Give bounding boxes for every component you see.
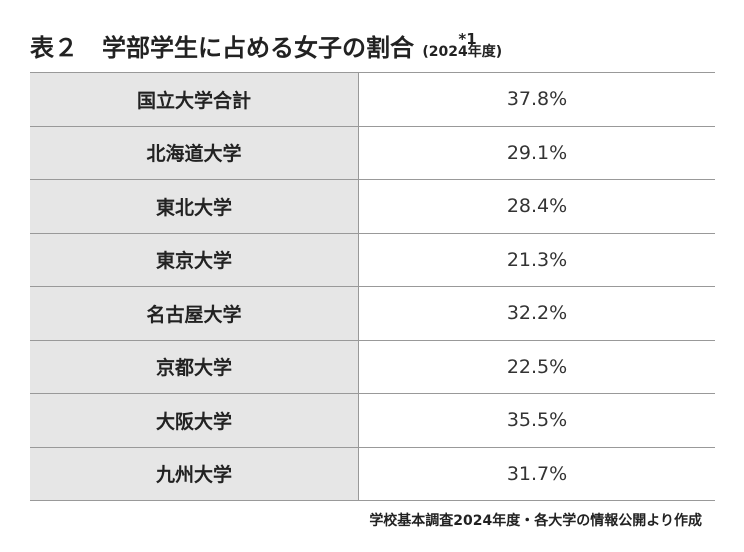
university-cell: 大阪大学 (30, 393, 359, 448)
table-row: 国立大学合計 37.8% (30, 72, 715, 127)
table-row: 東京大学 21.3% (30, 232, 715, 287)
title-block: 表２ 学部学生に占める女子の割合 (2024年度) *1 (30, 28, 502, 63)
ratio-cell: 37.8% (358, 72, 715, 127)
university-cell: 京都大学 (30, 339, 359, 394)
ratio-cell: 32.2% (358, 286, 715, 341)
table-row: 京都大学 22.5% (30, 339, 715, 394)
table-row: 東北大学 28.4% (30, 179, 715, 234)
table-row: 名古屋大学 32.2% (30, 286, 715, 341)
ratio-cell: 28.4% (358, 179, 715, 234)
table-row: 九州大学 31.7% (30, 446, 715, 501)
university-cell: 九州大学 (30, 446, 359, 501)
ratio-cell: 35.5% (358, 393, 715, 448)
university-cell: 国立大学合計 (30, 72, 359, 127)
table-row: 大阪大学 35.5% (30, 393, 715, 448)
university-cell: 北海道大学 (30, 125, 359, 180)
university-cell: 名古屋大学 (30, 286, 359, 341)
table: 国立大学合計 37.8% 北海道大学 29.1% 東北大学 28.4% 東京大学 21.3% 名… (30, 72, 715, 501)
university-cell: 東北大学 (30, 179, 359, 234)
title: 表２ 学部学生に占める女子の割合 (30, 34, 414, 62)
subtitle-wrap: (2024年度) *1 (422, 30, 503, 60)
table-body: 国立大学合計 37.8% 北海道大学 29.1% 東北大学 28.4% 東京大学 21.3% 名… (30, 72, 715, 501)
ratio-cell: 29.1% (358, 125, 715, 180)
subtitle: (2024年度) (422, 44, 503, 60)
ratio-cell: 22.5% (358, 339, 715, 394)
source: 学校基本調査2024年度・各大学の情報公開より作成 (369, 513, 702, 529)
table-row: 北海道大学 29.1% (30, 125, 715, 180)
ratio-cell: 21.3% (358, 232, 715, 287)
ratio-cell: 31.7% (358, 446, 715, 501)
university-cell: 東京大学 (30, 232, 359, 287)
note-mark: *1 (458, 30, 477, 48)
